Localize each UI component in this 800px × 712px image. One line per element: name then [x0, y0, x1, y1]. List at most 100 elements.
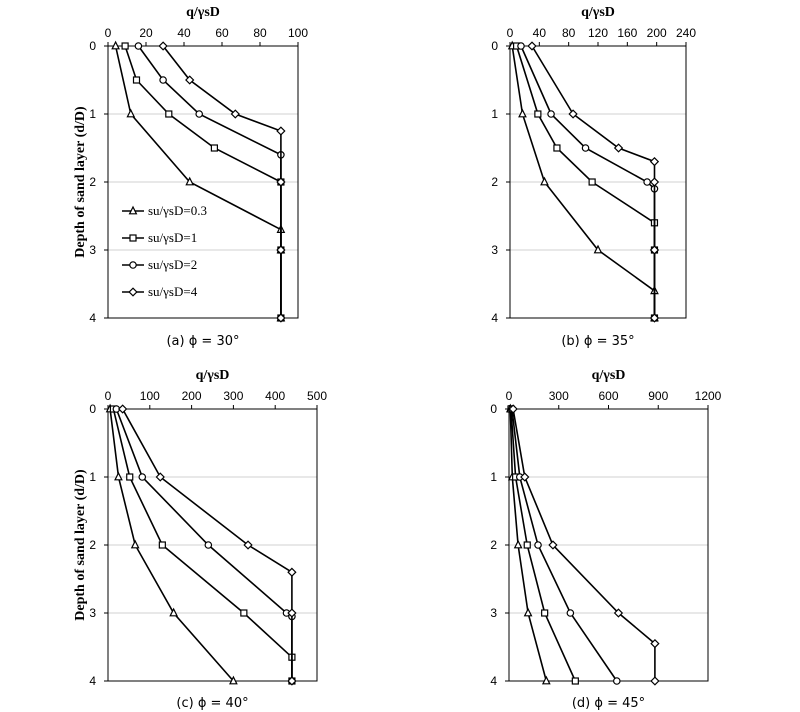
triangle-marker [185, 176, 195, 186]
diamond-marker [527, 41, 537, 51]
circle-marker [195, 110, 203, 118]
legend-label: su/γsD=1 [148, 230, 197, 245]
x-tick-label: 400 [265, 389, 285, 403]
y-axis-title: Depth of sand layer (d/D) [73, 106, 88, 258]
square-marker [129, 234, 137, 242]
diamond-marker [287, 608, 297, 618]
y-tick-label: 2 [89, 538, 96, 552]
diamond-marker [650, 638, 660, 649]
y-tick-label: 1 [491, 107, 498, 121]
legend-label: su/γsD=4 [148, 284, 198, 299]
square-marker [588, 178, 596, 186]
y-tick-label: 4 [89, 311, 96, 325]
x-axis-title: q/γsD [186, 5, 220, 20]
circle-marker [517, 42, 525, 50]
diamond-marker [276, 313, 286, 323]
series-diamond [527, 41, 660, 323]
circle-marker [547, 110, 555, 118]
diamond-marker [649, 245, 660, 255]
y-tick-label: 3 [490, 606, 497, 620]
diamond-marker [276, 177, 286, 187]
panel-caption: (a) ϕ = 30° [166, 334, 239, 349]
circle-marker [159, 76, 167, 84]
diamond-marker [287, 567, 297, 577]
y-tick-label: 4 [491, 311, 498, 325]
x-tick-label: 20 [139, 26, 153, 40]
chart-panel-2: 0 40 80 120 160 200 240 0 1 2 3 4 q/γsD (b) ϕ = 35° [491, 5, 696, 349]
series-line [121, 408, 293, 681]
chart-panel-4: 0 300 600 900 1200 0 1 2 3 4 q/γsD (d) ϕ = 45° [490, 368, 721, 711]
panel-caption: (c) ϕ = 40° [176, 696, 248, 711]
triangle-marker [513, 539, 523, 549]
triangle-marker [130, 539, 140, 549]
triangle-marker [229, 675, 238, 685]
square-marker [132, 76, 141, 84]
series-diamond [508, 404, 660, 686]
square-marker [126, 473, 134, 481]
legend-label: su/γsD=0.3 [148, 203, 207, 218]
x-tick-label: 0 [105, 26, 112, 40]
y-tick-label: 3 [89, 243, 96, 257]
diamond-marker [650, 676, 660, 686]
diamond-marker [649, 156, 660, 167]
series-diamond [158, 41, 286, 323]
square-marker [165, 110, 173, 118]
triangle-marker [518, 108, 527, 118]
triangle-marker [541, 675, 551, 685]
circle-marker [643, 178, 651, 186]
series-diamond [117, 404, 297, 686]
diamond-marker [613, 143, 624, 153]
square-marker [571, 677, 579, 685]
square-marker [240, 609, 248, 617]
y-tick-label: 4 [490, 674, 497, 688]
y-tick-label: 0 [490, 402, 497, 416]
chart-panel-1: 0 20 40 60 80 100 0 1 2 3 4 q/γsD Depth of sand laye… [73, 5, 308, 349]
y-tick-label: 1 [490, 470, 497, 484]
y-tick-label: 1 [89, 107, 96, 121]
x-tick-label: 200 [182, 389, 202, 403]
diamond-marker [613, 608, 624, 618]
y-tick-label: 1 [89, 470, 96, 484]
series-triangle [105, 403, 238, 685]
square-marker [553, 144, 561, 152]
x-tick-label: 100 [140, 389, 160, 403]
panel-caption: (d) ϕ = 45° [572, 696, 645, 711]
circle-marker [612, 677, 621, 685]
x-tick-label: 120 [588, 26, 608, 40]
series-line [512, 408, 656, 681]
x-axis-title: q/γsD [581, 5, 615, 20]
x-tick-label: 80 [253, 26, 267, 40]
diamond-marker [649, 313, 660, 323]
series-triangle [111, 40, 286, 322]
x-tick-label: 0 [507, 26, 514, 40]
x-tick-label: 160 [617, 26, 637, 40]
diamond-marker [568, 109, 578, 119]
y-tick-label: 0 [89, 402, 96, 416]
y-tick-label: 4 [89, 674, 96, 688]
x-tick-label: 200 [647, 26, 667, 40]
diamond-marker [117, 404, 128, 414]
circle-marker [129, 261, 137, 269]
triangle-marker [128, 205, 138, 215]
y-tick-label: 3 [89, 606, 96, 620]
triangle-marker [126, 108, 136, 118]
diamond-marker [276, 126, 286, 136]
square-marker [210, 144, 218, 152]
diamond-marker [243, 540, 253, 550]
circle-marker [204, 541, 213, 549]
x-tick-label: 40 [533, 26, 547, 40]
panel-caption: (b) ϕ = 35° [561, 334, 634, 349]
circle-marker [138, 473, 147, 481]
diamond-marker [649, 177, 660, 187]
diamond-marker [276, 245, 286, 255]
diamond-marker [508, 404, 518, 414]
y-tick-label: 2 [491, 175, 498, 189]
x-axis-title: q/γsD [196, 368, 230, 383]
x-tick-label: 300 [223, 389, 243, 403]
diamond-marker [520, 472, 530, 482]
square-marker [121, 42, 129, 50]
circle-marker [581, 144, 590, 152]
circle-marker [534, 541, 542, 549]
triangle-marker [540, 176, 549, 186]
